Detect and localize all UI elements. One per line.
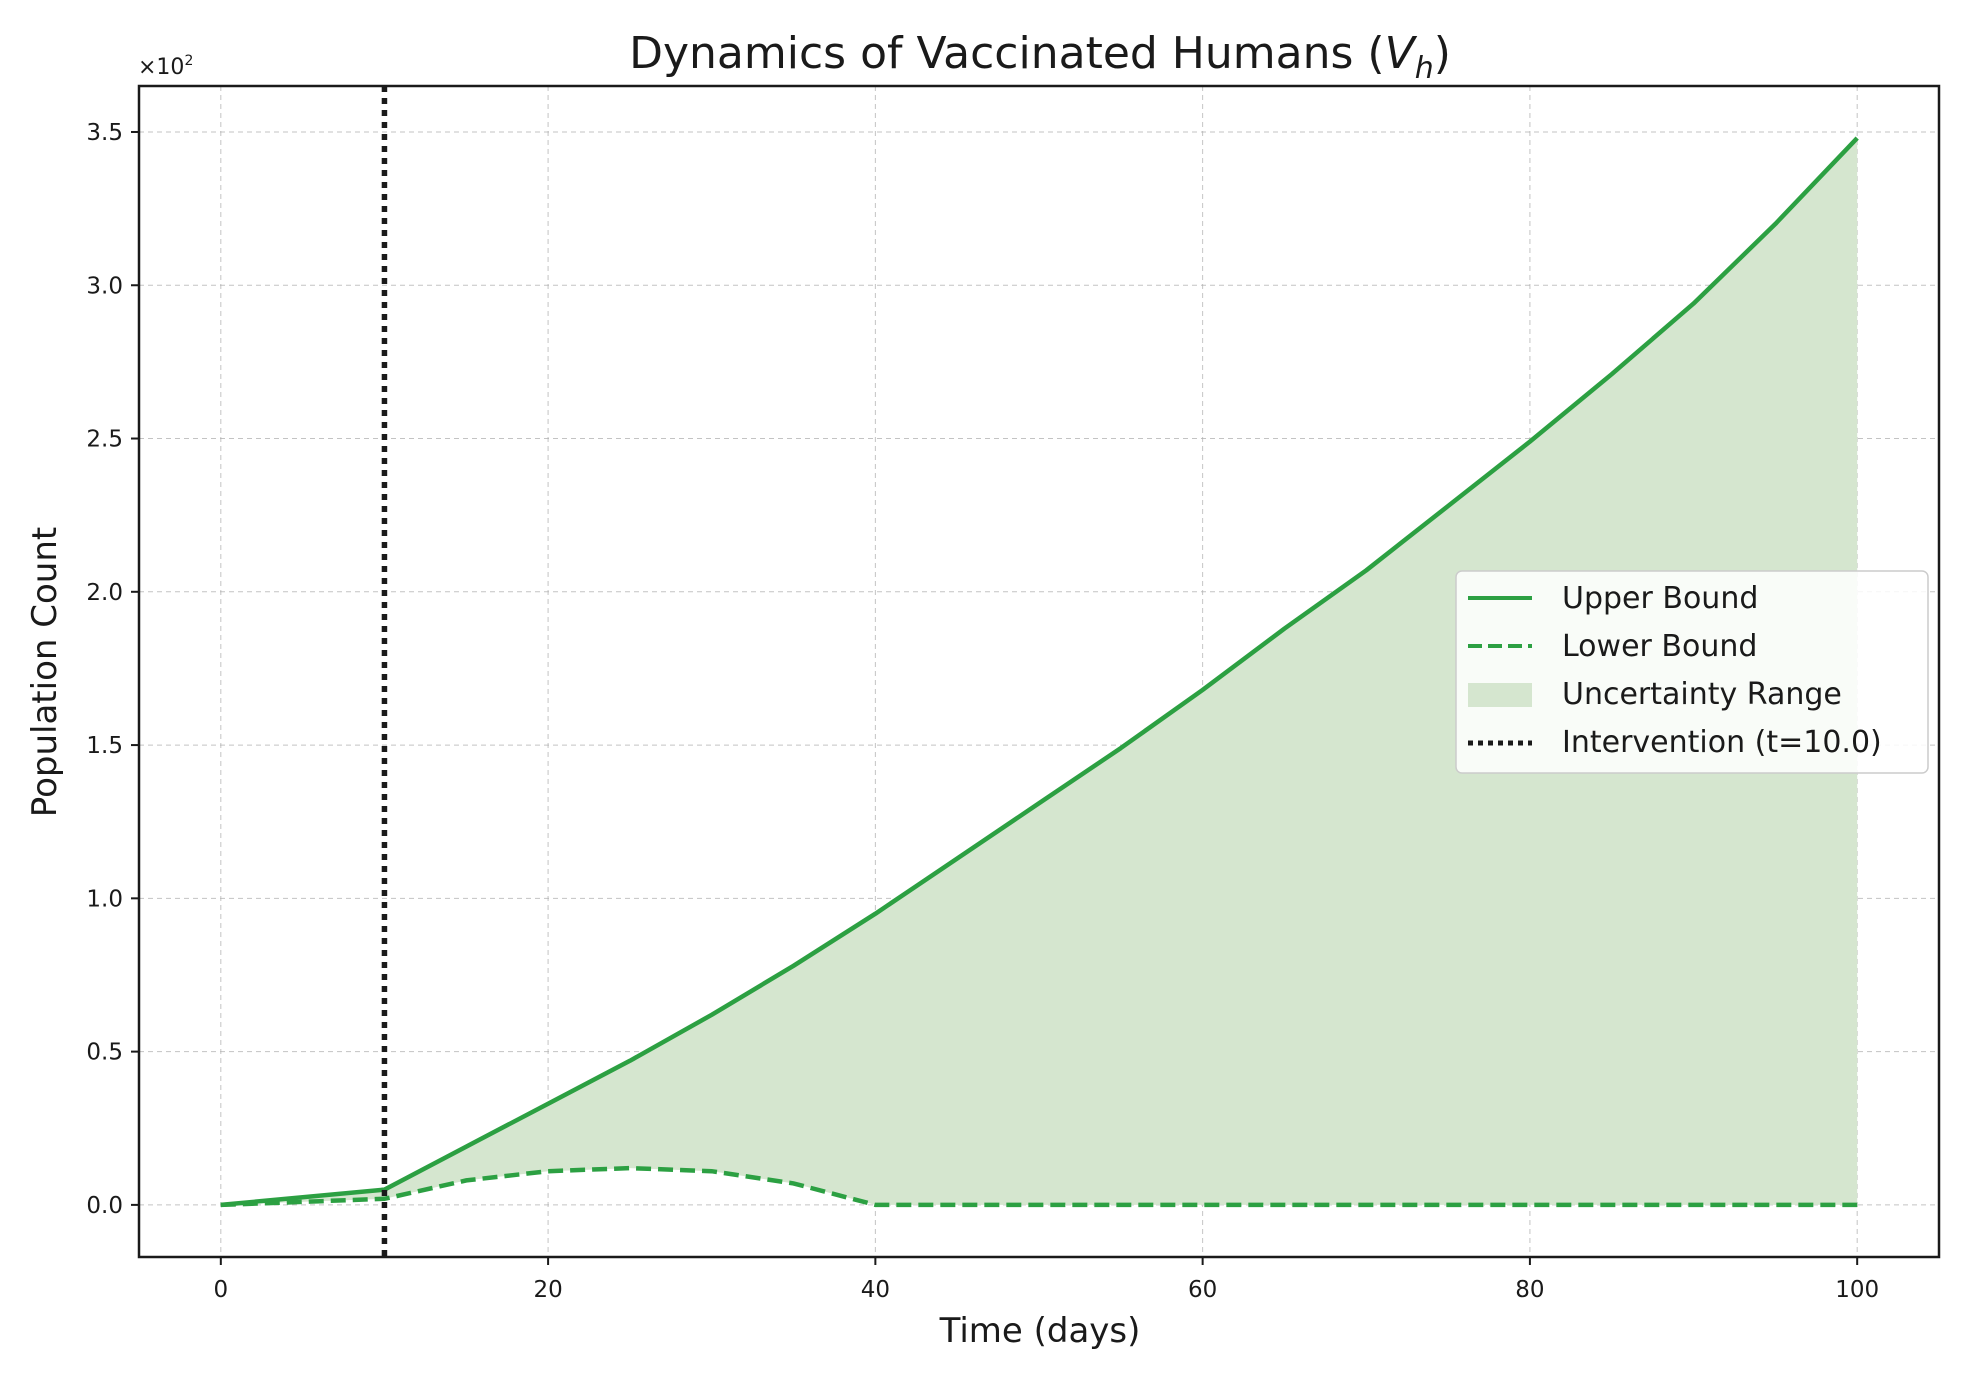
- y-tick-label: 1.5: [86, 733, 123, 759]
- x-axis-label: Time (days): [939, 1311, 1141, 1351]
- legend-fill-swatch: [1468, 683, 1532, 707]
- legend-fill-label: Uncertainty Range: [1562, 677, 1842, 712]
- x-tick-label: 100: [1835, 1277, 1879, 1303]
- y-offset-label: ×102: [138, 53, 193, 80]
- chart-title: Dynamics of Vaccinated Humans (Vh): [629, 28, 1451, 86]
- y-tick-label: 0.5: [86, 1040, 123, 1066]
- plot-frame: [137, 84, 1941, 1259]
- x-axis-ticks: 0 20 40 60 80 100: [213, 1257, 1879, 1303]
- y-tick-label: 3.5: [86, 120, 123, 146]
- chart-title-close: ): [1434, 28, 1451, 79]
- y-axis-label: Population Count: [25, 527, 65, 817]
- chart-title-symbol: V: [1385, 28, 1418, 79]
- chart-title-subscript: h: [1415, 51, 1434, 86]
- legend-upper-label: Upper Bound: [1562, 581, 1758, 616]
- lower-bound-line: [220, 1165, 1858, 1208]
- x-tick-label: 60: [1188, 1277, 1217, 1303]
- legend: Upper Bound Lower Bound Uncertainty Rang…: [1455, 570, 1929, 774]
- y-tick-label: 2.5: [86, 427, 123, 453]
- legend-intervention-label: Intervention (t=10.0): [1562, 725, 1882, 760]
- y-tick-label: 0.0: [86, 1193, 123, 1219]
- chart-title-main: Dynamics of Vaccinated Humans (: [629, 28, 1384, 79]
- y-offset-base: ×10: [138, 55, 184, 80]
- x-tick-label: 40: [861, 1277, 890, 1303]
- y-tick-label: 3.0: [86, 273, 123, 299]
- uncertainty-range-fill: [220, 138, 1858, 1205]
- y-tick-label: 1.0: [86, 886, 123, 912]
- legend-lower-label: Lower Bound: [1562, 629, 1757, 664]
- y-offset-exponent: 2: [184, 53, 193, 69]
- legend-box: [1455, 570, 1929, 774]
- x-tick-label: 0: [213, 1277, 228, 1303]
- x-tick-label: 80: [1515, 1277, 1544, 1303]
- y-axis-ticks: 0.0 0.5 1.0 1.5 2.0 2.5 3.0 3.5: [86, 120, 139, 1219]
- x-tick-label: 20: [533, 1277, 562, 1303]
- upper-bound-line: [220, 136, 1859, 1208]
- y-tick-label: 2.0: [86, 580, 123, 606]
